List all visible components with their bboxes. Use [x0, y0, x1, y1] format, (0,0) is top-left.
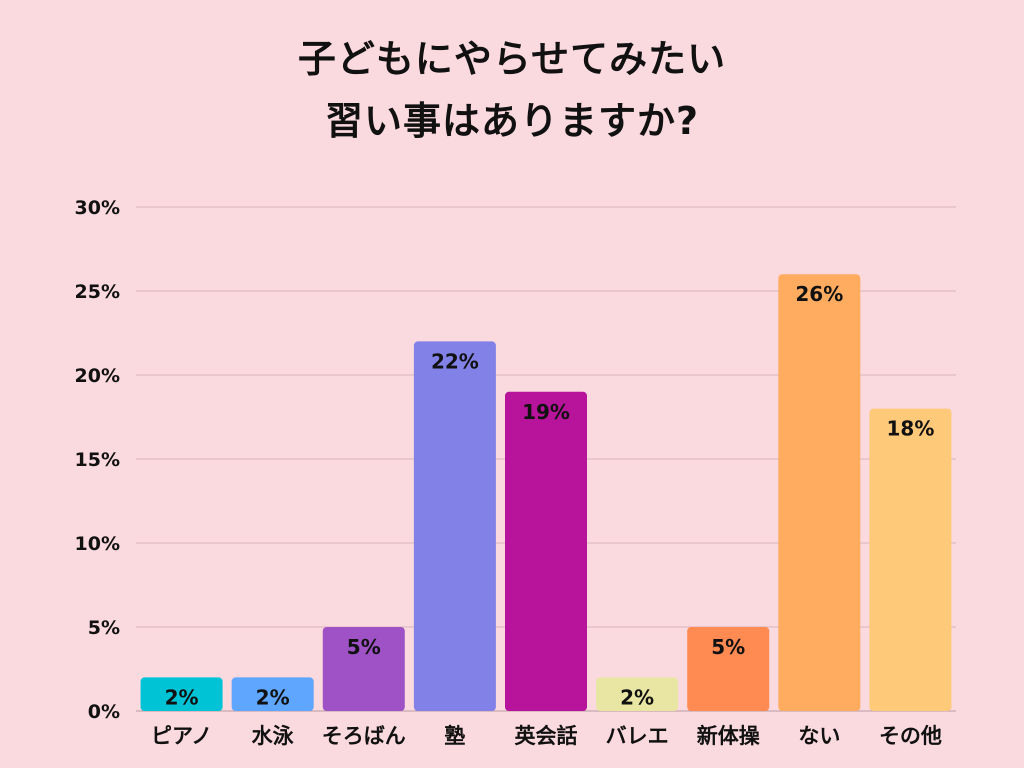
chart-title-line-2: 習い事はありますか?: [324, 99, 700, 143]
chart-title: 子どもにやらせてみたい 習い事はありますか?: [0, 28, 1024, 152]
x-tick-label: 英会話: [515, 724, 578, 748]
bar: [596, 677, 679, 711]
x-tick-label: その他: [879, 724, 942, 748]
x-axis: ピアノ 水泳 そろばん 塾 英会話 バレエ 新体操 ない その他: [151, 724, 942, 748]
data-label: 2%: [256, 685, 290, 709]
bar: [322, 627, 405, 711]
data-label: 5%: [347, 635, 381, 659]
data-label: 5%: [711, 635, 745, 659]
y-tick-label: 15%: [75, 449, 120, 471]
x-tick-label: バレエ: [606, 724, 669, 748]
bar: [687, 627, 770, 711]
data-label: 2%: [165, 685, 199, 709]
data-label: 2%: [620, 685, 654, 709]
x-tick-label: ない: [798, 724, 840, 748]
bar: [778, 274, 861, 711]
x-tick-label: ピアノ: [151, 724, 212, 748]
bar: [231, 677, 314, 711]
bars: 2% 2% 5% 22% 19% 2% 5% 26% 18%: [140, 274, 952, 711]
data-label: 22%: [431, 349, 479, 373]
bar: [869, 408, 952, 711]
bar: [505, 391, 587, 711]
bar: [140, 677, 223, 711]
x-tick-label: そろばん: [322, 724, 406, 748]
y-tick-label: 0%: [88, 701, 120, 723]
x-tick-label: 塾: [444, 724, 465, 748]
y-tick-label: 30%: [75, 197, 120, 219]
bar: [413, 341, 496, 711]
data-label: 18%: [887, 417, 935, 441]
data-label: 19%: [522, 400, 570, 424]
x-tick-label: 水泳: [252, 724, 295, 748]
data-label: 26%: [795, 282, 843, 306]
y-tick-label: 10%: [75, 533, 120, 555]
y-tick-label: 5%: [88, 617, 120, 639]
y-tick-label: 20%: [75, 365, 120, 387]
x-tick-label: 新体操: [697, 724, 761, 748]
y-axis: 0% 5% 10% 15% 20% 25% 30%: [75, 197, 120, 723]
y-tick-label: 25%: [75, 281, 120, 303]
chart-title-line-1: 子どもにやらせてみたい: [297, 37, 727, 81]
